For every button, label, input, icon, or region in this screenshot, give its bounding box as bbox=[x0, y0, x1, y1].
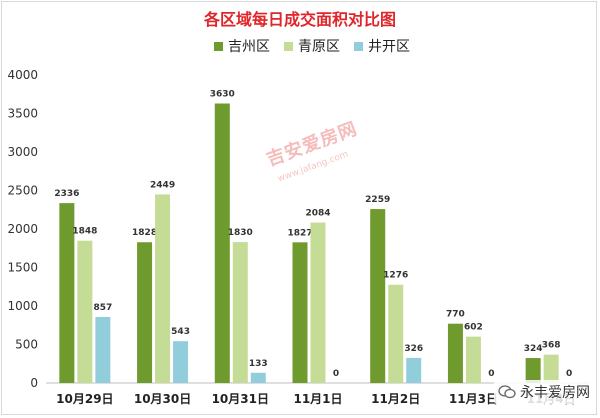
x-tick-label: 11月1日 bbox=[293, 392, 342, 406]
data-label: 0 bbox=[488, 369, 494, 379]
data-label: 2259 bbox=[365, 195, 390, 205]
legend-swatch-jizhou bbox=[214, 41, 223, 51]
data-label: 2336 bbox=[54, 189, 79, 199]
bar bbox=[370, 209, 386, 383]
brand-badge: 永丰爱房网 bbox=[494, 380, 594, 404]
x-tick-label: 11月3日 bbox=[449, 392, 498, 406]
bar bbox=[232, 242, 248, 383]
data-label: 1848 bbox=[72, 227, 97, 237]
y-tick-label: 4000 bbox=[7, 68, 38, 82]
legend: 吉州区 青原区 井开区 bbox=[214, 36, 410, 56]
data-label: 1830 bbox=[228, 228, 253, 238]
bar bbox=[173, 341, 189, 383]
x-tick-label: 10月31日 bbox=[212, 392, 269, 406]
y-tick-label: 1500 bbox=[7, 261, 38, 275]
bar bbox=[406, 357, 422, 383]
data-label: 1828 bbox=[132, 228, 157, 238]
data-label: 326 bbox=[404, 344, 423, 354]
data-label: 2084 bbox=[305, 209, 330, 219]
bar bbox=[310, 222, 326, 383]
data-label: 368 bbox=[542, 341, 561, 351]
x-tick-label: 11月2日 bbox=[371, 392, 420, 406]
legend-item-qingyuan: 青原区 bbox=[284, 36, 340, 56]
bar bbox=[95, 317, 111, 383]
x-tick-label: 10月30日 bbox=[134, 392, 191, 406]
bar bbox=[543, 354, 559, 383]
y-tick-label: 1000 bbox=[7, 299, 38, 313]
bar bbox=[59, 203, 75, 383]
y-tick-label: 3000 bbox=[7, 145, 38, 159]
legend-swatch-jingkai bbox=[354, 41, 363, 51]
y-tick-label: 3500 bbox=[7, 107, 38, 121]
bar bbox=[388, 284, 404, 383]
data-label: 133 bbox=[249, 359, 268, 369]
data-label: 324 bbox=[524, 344, 543, 354]
data-label: 602 bbox=[464, 323, 483, 333]
chart-title: 各区域每日成交面积对比图 bbox=[203, 10, 396, 29]
legend-swatch-qingyuan bbox=[284, 41, 293, 51]
data-label: 2449 bbox=[150, 180, 175, 190]
legend-label-qingyuan: 青原区 bbox=[298, 39, 340, 55]
wechat-icon bbox=[498, 385, 516, 399]
data-label: 770 bbox=[446, 310, 465, 320]
data-label: 543 bbox=[171, 327, 190, 337]
data-label: 3630 bbox=[210, 89, 235, 99]
bar bbox=[250, 372, 266, 383]
legend-item-jizhou: 吉州区 bbox=[214, 36, 270, 56]
data-label: 0 bbox=[566, 369, 572, 379]
bar bbox=[292, 242, 308, 383]
data-label: 0 bbox=[333, 369, 339, 379]
data-label: 1827 bbox=[287, 228, 312, 238]
y-tick-label: 2000 bbox=[7, 222, 38, 236]
y-tick-label: 0 bbox=[30, 376, 38, 390]
bar bbox=[137, 242, 153, 383]
data-label: 857 bbox=[93, 303, 112, 313]
bar bbox=[214, 103, 230, 384]
legend-label-jingkai: 井开区 bbox=[368, 39, 410, 55]
bar bbox=[525, 358, 541, 383]
bar bbox=[77, 240, 93, 383]
x-tick-label: 10月29日 bbox=[56, 392, 113, 406]
legend-label-jizhou: 吉州区 bbox=[228, 39, 270, 55]
data-label: 1276 bbox=[383, 271, 408, 281]
bar bbox=[447, 323, 463, 383]
bar bbox=[155, 194, 171, 383]
y-tick-label: 500 bbox=[15, 338, 38, 352]
brand-text: 永丰爱房网 bbox=[520, 385, 590, 401]
y-tick-label: 2500 bbox=[7, 184, 38, 198]
legend-item-jingkai: 井开区 bbox=[354, 36, 410, 56]
bar bbox=[465, 336, 481, 383]
